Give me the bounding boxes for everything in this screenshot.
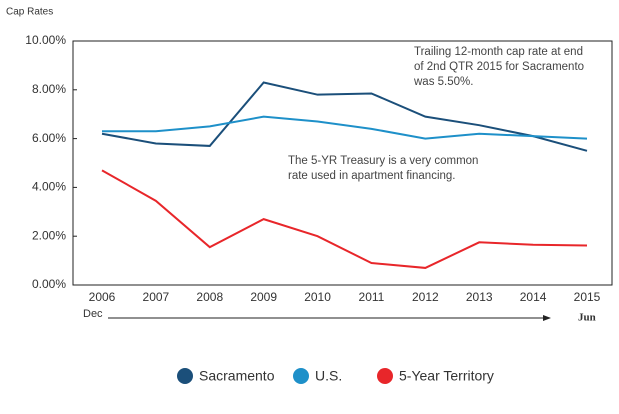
plot-frame — [72, 40, 613, 286]
y-tick-label: 4.00% — [32, 180, 66, 194]
y-tick-label: 2.00% — [32, 228, 66, 242]
x-tick-label: 2012 — [412, 290, 439, 304]
legend-swatch — [377, 368, 393, 384]
legend-label: 5-Year Territory — [399, 368, 494, 384]
annotation: The 5-YR Treasury is a very common — [288, 155, 478, 167]
annotation: rate used in apartment financing. — [288, 170, 456, 182]
series-line — [102, 115, 588, 140]
range-end: Jun — [578, 312, 596, 324]
x-tick-label: 2014 — [520, 290, 547, 304]
x-tick-label: 2009 — [250, 290, 277, 304]
annotation: of 2nd QTR 2015 for Sacramento — [414, 61, 584, 73]
series-line — [101, 169, 588, 269]
range-start: Dec — [83, 308, 103, 320]
legend-swatch — [293, 368, 309, 384]
x-tick-label: 2010 — [304, 290, 331, 304]
x-tick-label: 2015 — [574, 290, 601, 304]
y-axis-label: Cap Rates — [6, 7, 53, 18]
y-tick-label: 10.00% — [25, 33, 66, 47]
legend-label: Sacramento — [199, 368, 275, 384]
x-tick-label: 2006 — [89, 290, 116, 304]
annotation: was 5.50%. — [413, 76, 473, 88]
annotation: Trailing 12-month cap rate at end — [414, 46, 583, 58]
y-tick-label: 0.00% — [32, 277, 66, 291]
x-tick-label: 2013 — [466, 290, 493, 304]
x-tick-label: 2011 — [359, 290, 385, 304]
y-tick-label: 6.00% — [32, 131, 66, 145]
x-tick-label: 2008 — [196, 290, 223, 304]
y-tick-label: 8.00% — [32, 82, 66, 96]
x-tick-label: 2007 — [143, 290, 170, 304]
legend-swatch — [177, 368, 193, 384]
series-line — [101, 81, 588, 152]
legend-label: U.S. — [315, 368, 342, 384]
